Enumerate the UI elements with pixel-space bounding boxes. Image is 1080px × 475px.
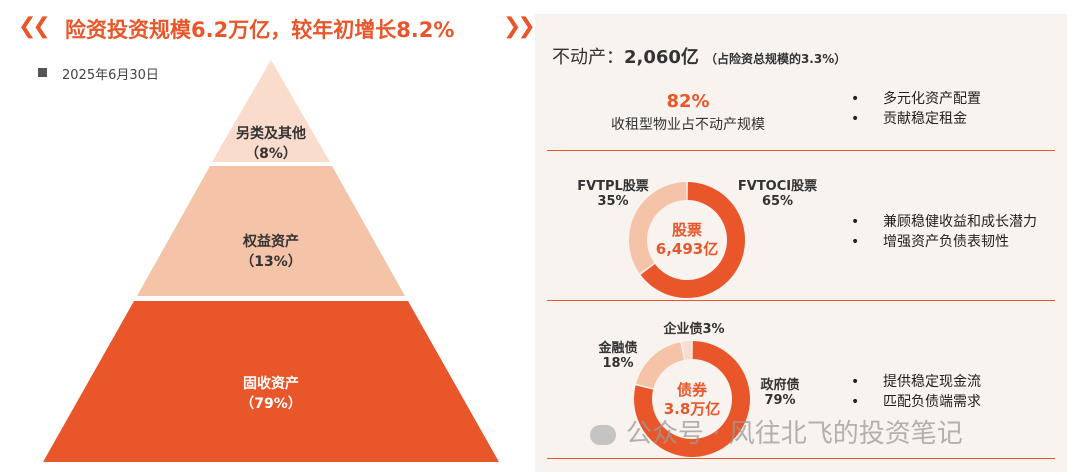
equity-slice-label-fvtoci: FVTOCI股票 65% — [730, 175, 825, 209]
pyramid-label-equity: 权益资产 （13%） — [211, 231, 331, 271]
real-estate-stat-value: 82% — [666, 91, 710, 112]
real-estate-heading-note: （占险资总规模的3.3%） — [704, 52, 847, 66]
legend-date-label: 2025年6月30日 — [62, 68, 159, 83]
equity-donut-center-title: 股票 — [671, 221, 702, 239]
equity-donut-center-value: 6,493亿 — [655, 240, 719, 258]
donut-slice — [629, 182, 687, 274]
real-estate-stat: 82% 收租型物业占不动产规模 — [598, 91, 778, 134]
equity-slice-label-fvtpl: FVTPL股票 35% — [568, 175, 658, 209]
right-chevron-icon: ❯❯ — [503, 14, 536, 39]
equity-bullet: 增强资产负债表韧性 — [851, 231, 1009, 251]
tier-name: 固收资产 — [243, 376, 299, 392]
pyramid-tier-fixed-income — [43, 301, 499, 462]
bond-donut-chart — [634, 341, 750, 457]
watermark-label: 公众号 · 风往北飞的投资笔记 — [626, 419, 963, 449]
slice-name: FVTOCI股票 — [737, 179, 818, 194]
left-chevron-icon: ❮❮ — [18, 14, 51, 39]
section-divider — [547, 300, 1055, 301]
slice-value: 18% — [602, 356, 634, 371]
tier-name: 另类及其他 — [236, 126, 306, 142]
donut-slice — [681, 341, 692, 360]
equity-donut-chart — [629, 182, 745, 298]
bond-slice-label-government: 政府债 79% — [752, 374, 808, 408]
donut-slice — [640, 182, 745, 298]
bond-donut-center-value: 3.8万亿 — [663, 400, 721, 418]
donut-slice — [636, 342, 684, 389]
tier-value: （13%） — [240, 254, 302, 270]
pyramid-tier-equity — [137, 166, 405, 296]
pyramid-tier-alternatives — [212, 60, 330, 162]
bond-donut-center-title: 债券 — [676, 381, 707, 399]
real-estate-heading-prefix: 不动产： — [552, 47, 624, 68]
real-estate-stat-label: 收租型物业占不动产规模 — [611, 117, 765, 133]
tier-value: （8%） — [245, 146, 297, 162]
slice-name: 金融债 — [598, 341, 638, 356]
watermark-text: 公众号 · 风往北飞的投资笔记 — [590, 413, 963, 450]
slice-value: 65% — [761, 194, 794, 209]
tier-value: （79%） — [240, 396, 302, 412]
real-estate-heading: 不动产：2,060亿 （占险资总规模的3.3%） — [552, 43, 846, 69]
slice-value: 35% — [597, 194, 629, 209]
wechat-icon — [590, 424, 616, 445]
bond-bullet: 匹配负债端需求 — [851, 391, 981, 411]
legend-square-icon — [38, 68, 47, 77]
slice-value: 79% — [764, 393, 796, 408]
real-estate-bullet: 贡献稳定租金 — [851, 108, 967, 128]
donut-slice — [634, 341, 750, 457]
slice-name: FVTPL股票 — [577, 179, 649, 194]
section-divider — [547, 458, 1055, 459]
section-divider — [547, 150, 1055, 151]
real-estate-heading-value: 2,060亿 — [624, 47, 699, 68]
allocation-pyramid-chart — [43, 60, 499, 462]
tier-name: 权益资产 — [243, 234, 299, 250]
bond-bullet: 提供稳定现金流 — [851, 371, 981, 391]
bond-slice-label-corporate: 企业债3% — [663, 322, 725, 337]
bond-slice-label-financial: 金融债 18% — [588, 337, 648, 371]
page-title: 险资投资规模6.2万亿，较年初增长8.2% — [65, 18, 455, 42]
pyramid-label-alternatives: 另类及其他 （8%） — [211, 123, 331, 163]
equity-bullet: 兼顾稳健收益和成长潜力 — [851, 211, 1037, 231]
real-estate-bullet: 多元化资产配置 — [851, 88, 981, 108]
slice-name: 政府债 — [760, 378, 800, 393]
pyramid-label-fixed-income: 固收资产 （79%） — [211, 373, 331, 413]
